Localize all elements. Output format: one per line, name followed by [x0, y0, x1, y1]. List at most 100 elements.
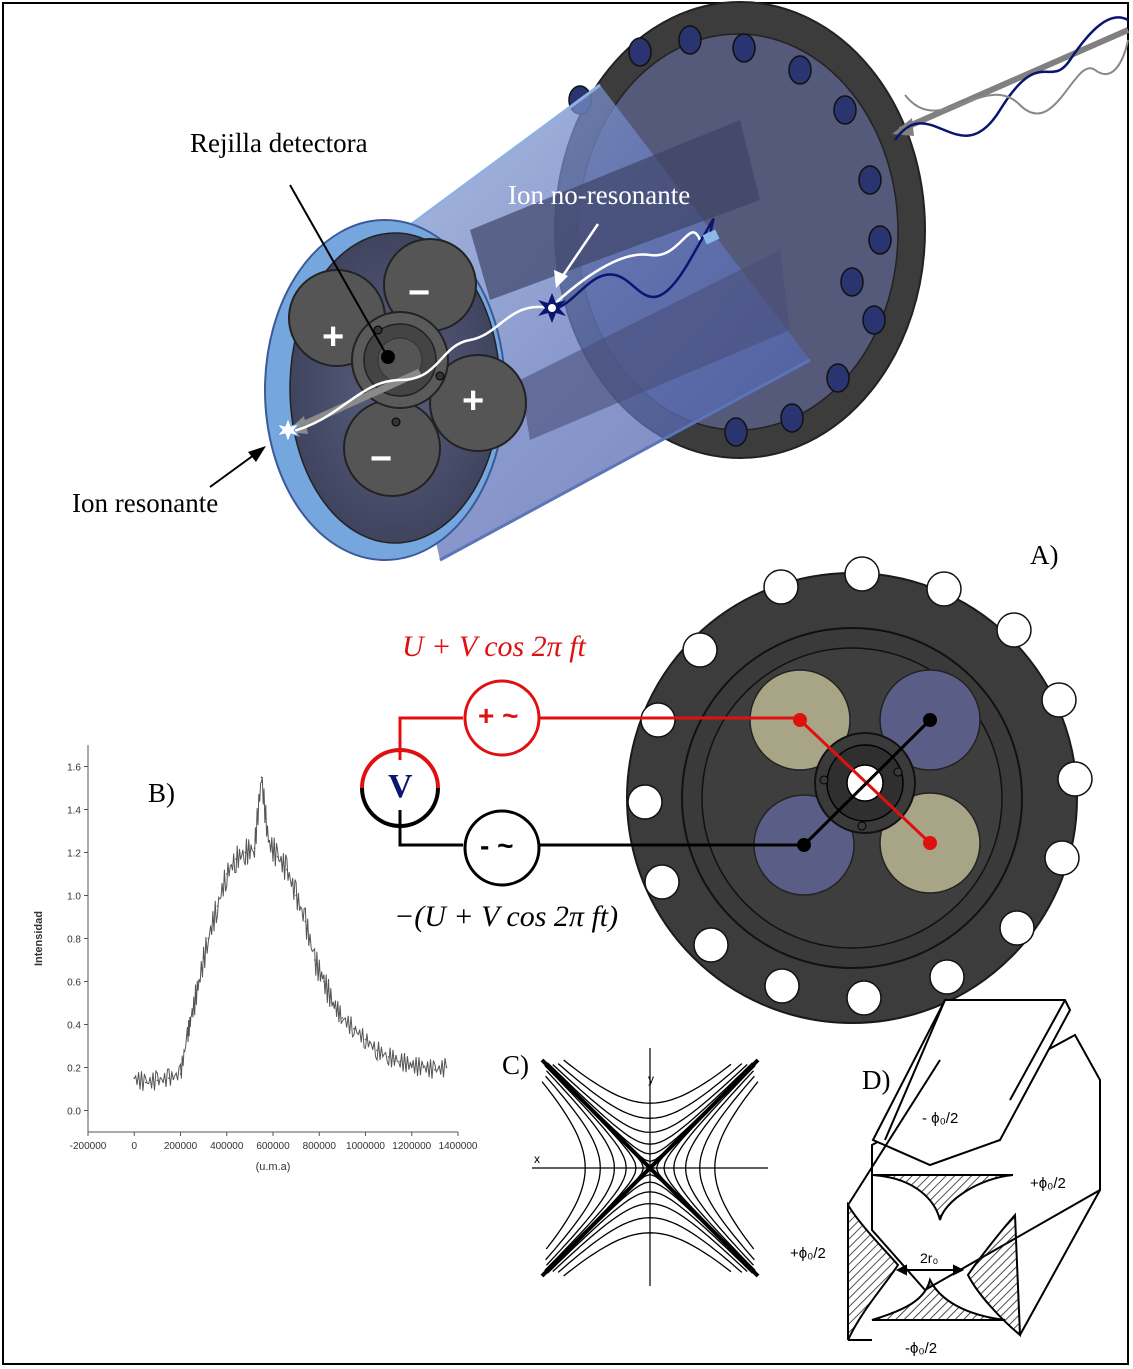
chart-y-tick-label: 0.2: [67, 1064, 81, 1075]
electrode-plus-right: +: [462, 380, 485, 422]
chart-point: [286, 868, 288, 871]
chart-x-tick-label: -200000: [70, 1141, 107, 1152]
electrode-plus-left: +: [322, 316, 345, 358]
chart-point: [186, 1034, 189, 1037]
chart-y-tick-label: 0.6: [67, 978, 81, 989]
chart-point: [276, 856, 279, 858]
source-positive-label: + ~: [478, 700, 519, 731]
source-negative: [463, 809, 541, 887]
incoming-beam: [892, 16, 1130, 141]
phi-top-label: - ϕ₀/2: [922, 1110, 959, 1127]
quadrupole-front-view: [626, 556, 1093, 1024]
chart-x-tick-label: 1400000: [439, 1141, 478, 1152]
label-ion-resonante: Ion resonante: [72, 488, 219, 518]
chart-point: [304, 920, 307, 923]
chart-y-tick-label: 1.4: [67, 806, 81, 817]
chart-y-tick-label: 1.0: [67, 892, 81, 903]
field-line: [546, 1070, 616, 1266]
chart-point: [376, 1049, 378, 1052]
chart-point: [422, 1066, 425, 1069]
field-x-axis-label: x: [534, 1152, 540, 1166]
nonresonant-pointer: [558, 223, 600, 281]
voltmeter: [360, 748, 440, 828]
source-negative-label: - ~: [480, 830, 514, 861]
chart-point: [387, 1055, 390, 1058]
field-line: [552, 1064, 748, 1134]
chart-point: [225, 873, 228, 875]
exit-arrow: [294, 368, 422, 432]
circuit: [360, 679, 804, 887]
chart-point: [191, 1012, 193, 1015]
phi-left-label: +ϕ₀/2: [790, 1245, 826, 1262]
chart-point: [156, 1079, 159, 1082]
chart-point: [207, 937, 210, 940]
field-line: [544, 1064, 627, 1272]
chart-x-tick-label: 1200000: [392, 1141, 431, 1152]
chart-point: [364, 1038, 367, 1041]
chart-x-tick-label: 200000: [164, 1141, 198, 1152]
chart-x-label: (u.m.a): [256, 1161, 291, 1173]
field-line: [557, 1217, 743, 1273]
chart-point: [445, 1066, 448, 1069]
panel-d-label: D): [862, 1065, 891, 1095]
chart-point: [323, 980, 325, 983]
panel-a-label: A): [1030, 540, 1059, 570]
chart-point: [267, 840, 270, 843]
field-line: [714, 1081, 759, 1250]
hyperbolic-electrodes: [847, 999, 1101, 1341]
field-line: [699, 1075, 755, 1261]
nonresonant-star-icon: [538, 293, 566, 323]
field-line: [563, 1232, 732, 1277]
electrodes-front: [288, 238, 527, 497]
chart-point: [145, 1081, 147, 1084]
voltage-positive-label: U + V cos 2π ft: [402, 630, 586, 663]
nonresonant-trajectory: [551, 218, 715, 312]
field-line: [545, 1064, 637, 1272]
chart-point: [410, 1064, 413, 1067]
phi-bottom-label: -ϕ₀/2: [905, 1340, 938, 1357]
chart-x-tick-label: 1000000: [346, 1141, 385, 1152]
electrode-minus-top: −: [408, 272, 431, 314]
grid-pointer: [289, 184, 387, 355]
chart-point: [133, 1077, 136, 1080]
field-lines-diagram: [532, 1048, 768, 1286]
phi-right-label: +ϕ₀/2: [1030, 1175, 1066, 1192]
field-line: [545, 1075, 601, 1261]
electrode-minus-bottom: −: [370, 438, 393, 480]
field-line: [546, 1063, 754, 1155]
resonant-trajectory: [289, 305, 551, 434]
resonant-pointer: [209, 451, 259, 488]
field-line: [546, 1062, 754, 1145]
chart-point: [260, 776, 263, 779]
field-line: [673, 1064, 756, 1272]
chart-point: [434, 1068, 436, 1071]
chart-point: [216, 905, 219, 908]
field-line: [546, 1064, 754, 1163]
field-line: [557, 1063, 743, 1119]
chart-point: [341, 1017, 344, 1019]
chart-point: [253, 847, 256, 849]
chart-x-tick-label: 400000: [210, 1141, 244, 1152]
gap-label: 2r₀: [920, 1250, 939, 1266]
voltmeter-label: V: [388, 768, 413, 805]
quadrupole-3d: [209, 1, 1130, 562]
chart-point: [353, 1028, 355, 1030]
chart-y-tick-label: 0.4: [67, 1021, 81, 1032]
field-line: [663, 1064, 755, 1272]
field-line: [546, 1191, 754, 1274]
field-line: [546, 1173, 754, 1272]
voltage-negative-label: −(U + V cos 2π ft): [394, 900, 619, 933]
panel-c-label: C): [502, 1050, 529, 1080]
field-line: [546, 1181, 754, 1273]
chart-y-label: Intensidad: [33, 911, 45, 966]
chart-point: [179, 1073, 182, 1075]
field-line: [541, 1081, 586, 1250]
chart-point: [332, 1002, 334, 1004]
chart-y-tick-label: 1.2: [67, 849, 81, 860]
chart-y-tick-label: 1.6: [67, 763, 81, 774]
field-line: [552, 1202, 748, 1272]
chart-series-line: [133, 776, 447, 1091]
chart-point: [168, 1077, 170, 1080]
